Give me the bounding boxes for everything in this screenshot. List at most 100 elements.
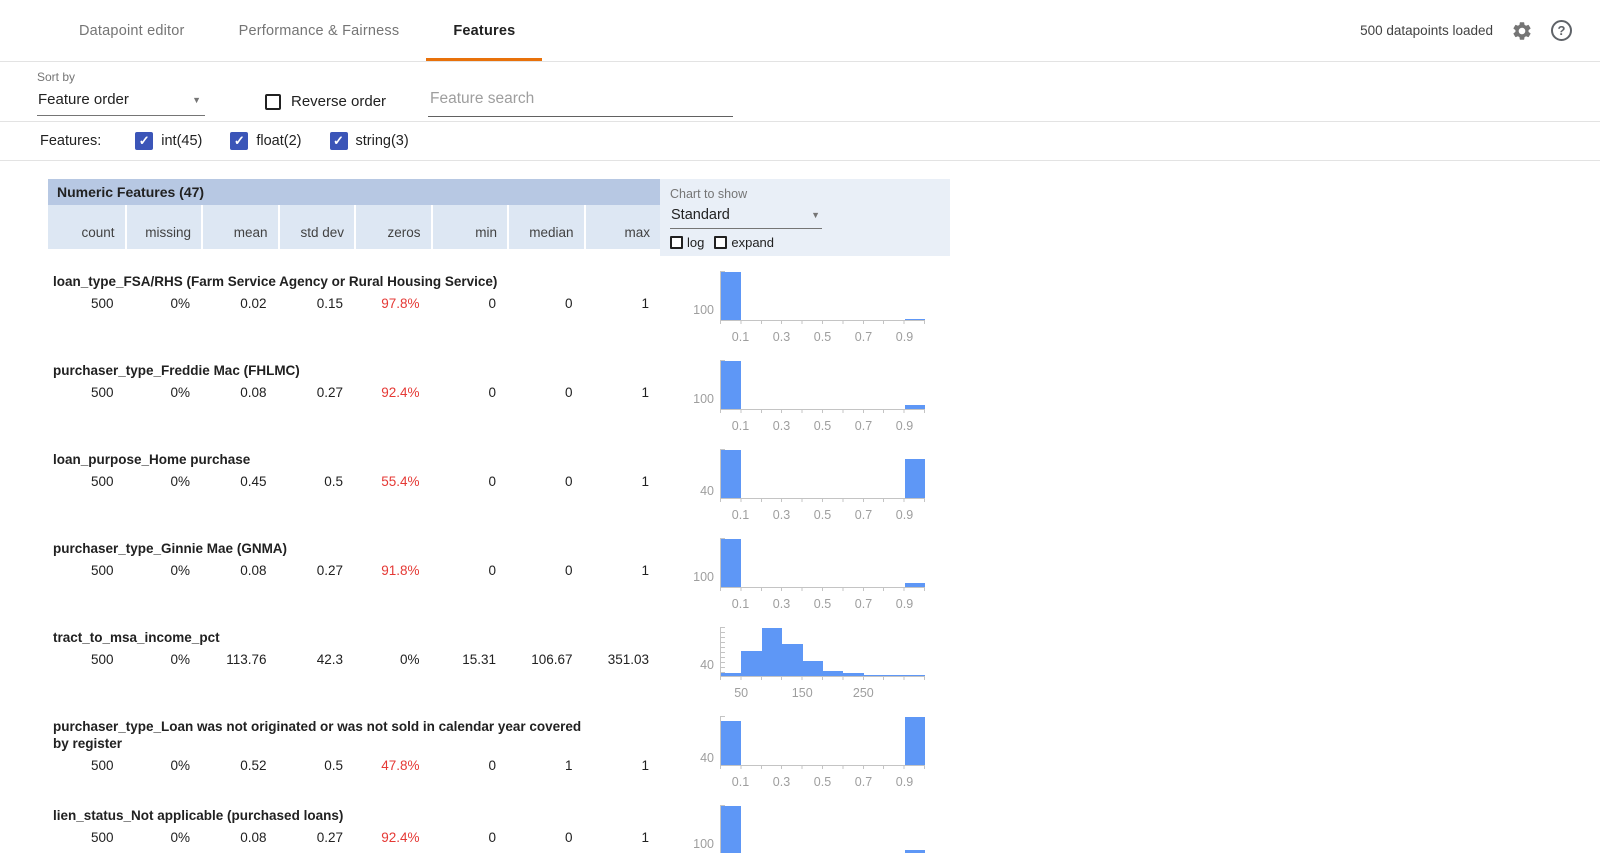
chevron-down-icon: ▼ <box>811 210 820 220</box>
filter-label: int(45) <box>161 133 203 149</box>
column-header-std-dev[interactable]: std dev <box>277 205 355 249</box>
feature-row: purchaser_type_Ginnie Mae (GNMA) 500 0% 0.0… <box>48 535 950 612</box>
x-axis-tick-label: 250 <box>852 686 874 700</box>
y-axis-label: 100 <box>693 836 714 851</box>
stat-missing: 0% <box>170 830 190 845</box>
reverse-order-group: Reverse order <box>265 93 386 110</box>
filter-string-3[interactable]: ✓ string(3) <box>329 132 409 150</box>
checkbox-checked-icon[interactable]: ✓ <box>230 132 249 150</box>
reverse-order-label: Reverse order <box>291 93 387 110</box>
histogram-bar <box>904 582 925 587</box>
x-axis-labels: 0.1 0.3 0.5 0.7 0.9 <box>720 766 925 790</box>
histogram-plot: 100 <box>693 271 925 324</box>
x-axis-ticks <box>720 765 925 769</box>
histogram-bar <box>721 450 742 498</box>
stat-count: 500 <box>90 652 114 667</box>
filter-float-2[interactable]: ✓ float(2) <box>230 132 302 150</box>
feature-stats-row: 500 0% 0.45 0.5 55.4% 0 0 1 <box>48 474 660 489</box>
filter-label: float(2) <box>256 133 302 149</box>
stat-min: 15.31 <box>462 652 496 667</box>
checkbox-checked-icon[interactable]: ✓ <box>329 132 348 150</box>
stat-median: 0 <box>564 474 573 489</box>
reverse-order-checkbox[interactable] <box>265 93 281 110</box>
tab-performance-fairness[interactable]: Performance & Fairness <box>238 22 400 39</box>
stat-std-dev: 0.15 <box>316 296 343 311</box>
stat-mean: 0.08 <box>240 830 267 845</box>
help-icon[interactable]: ? <box>1551 20 1572 41</box>
sort-by-group: Sort by Feature order ▼ <box>37 70 227 116</box>
tab-bar: Datapoint editor Performance & Fairness Fe… <box>52 0 543 61</box>
column-header-min[interactable]: min <box>430 205 508 249</box>
column-header-median[interactable]: median <box>507 205 584 249</box>
stat-mean: 0.08 <box>240 563 267 578</box>
stat-count: 500 <box>90 385 114 400</box>
stat-std-dev: 42.3 <box>316 652 343 667</box>
histogram-bar <box>904 674 925 676</box>
stat-missing: 0% <box>170 758 190 773</box>
x-axis-tick-label: 0.3 <box>772 419 791 433</box>
feature-name: purchaser_type_Loan was not originated o… <box>53 719 582 751</box>
expand-checkbox-label: expand <box>731 235 775 250</box>
x-axis-tick-label: 0.1 <box>731 775 750 789</box>
histogram-bar <box>823 670 844 676</box>
expand-checkbox[interactable] <box>714 236 728 249</box>
table-header-left: Numeric Features (47) count missing mean st… <box>48 179 660 256</box>
feature-histogram: 40 50 150 250 <box>660 627 950 701</box>
x-axis-tick-label: 0.3 <box>772 508 791 522</box>
histogram-plot: 100 <box>693 538 925 591</box>
histogram-bar <box>761 628 783 676</box>
chart-to-show-label: Chart to show <box>670 187 748 201</box>
column-header-missing[interactable]: missing <box>124 205 202 249</box>
histogram-bar <box>721 721 742 765</box>
feature-stats-block: purchaser_type_Loan was not originated o… <box>48 713 660 790</box>
sort-by-label: Sort by <box>37 70 76 84</box>
x-axis-tick-label: 0.9 <box>895 419 914 433</box>
stat-mean: 0.52 <box>240 758 267 773</box>
x-axis-tick-label: 150 <box>791 686 813 700</box>
column-header-mean[interactable]: mean <box>201 205 278 249</box>
chart-option-checkboxes: log expand <box>670 235 938 250</box>
stat-max: 1 <box>641 758 649 773</box>
checkbox-checked-icon[interactable]: ✓ <box>135 132 154 150</box>
x-axis-ticks <box>720 320 925 324</box>
table-header: Numeric Features (47) count missing mean st… <box>48 179 950 256</box>
feature-name: lien_status_Not applicable (purchased lo… <box>53 808 344 823</box>
x-axis-labels: 0.1 0.3 0.5 0.7 0.9 <box>720 410 925 434</box>
feature-row: purchaser_type_Loan was not originated o… <box>48 713 950 790</box>
histogram-bar <box>904 318 925 320</box>
tab-features[interactable]: Features <box>426 0 543 61</box>
tab-datapoint-editor[interactable]: Datapoint editor <box>79 22 185 39</box>
chart-type-dropdown[interactable]: Standard ▼ <box>670 201 822 229</box>
column-header-count[interactable]: count <box>81 225 115 240</box>
sort-by-dropdown[interactable]: Feature order ▼ <box>37 91 205 116</box>
x-axis-tick-label: 0.9 <box>895 508 914 522</box>
column-header-max[interactable]: max <box>583 205 661 249</box>
log-checkbox[interactable] <box>670 236 683 249</box>
histogram-plot: 40 <box>700 449 925 502</box>
stat-count: 500 <box>90 563 114 578</box>
feature-search-input[interactable] <box>428 86 734 117</box>
stat-mean: 0.02 <box>240 296 267 311</box>
y-axis-label: 100 <box>693 569 714 584</box>
x-axis-ticks <box>720 409 925 413</box>
stat-std-dev: 0.5 <box>324 474 343 489</box>
stat-missing: 0% <box>170 296 190 311</box>
histogram-bar <box>782 644 803 676</box>
filter-int-45[interactable]: ✓ int(45) <box>135 132 202 150</box>
stat-min: 0 <box>488 296 496 311</box>
feature-search-group <box>428 86 734 117</box>
stat-std-dev: 0.27 <box>316 385 343 400</box>
feature-list: loan_type_FSA/RHS (Farm Service Agency o… <box>48 268 950 853</box>
feature-histogram: 40 0.1 0.3 0.5 0.7 0.9 <box>660 716 950 790</box>
stat-median: 0 <box>564 830 573 845</box>
stat-count: 500 <box>90 830 114 845</box>
feature-filter-toolbar: Features: ✓ int(45) ✓ float(2) ✓ string(3) <box>0 122 1600 161</box>
chart-type-value: Standard <box>671 207 730 223</box>
column-header-zeros[interactable]: zeros <box>354 205 431 249</box>
settings-gear-icon[interactable] <box>1511 20 1533 42</box>
histogram-bar <box>721 272 742 320</box>
stat-max: 1 <box>641 385 649 400</box>
stat-zeros: 92.4% <box>381 830 420 845</box>
x-axis-ticks <box>720 587 925 591</box>
feature-type-filters: ✓ int(45) ✓ float(2) ✓ string(3) <box>135 132 436 150</box>
